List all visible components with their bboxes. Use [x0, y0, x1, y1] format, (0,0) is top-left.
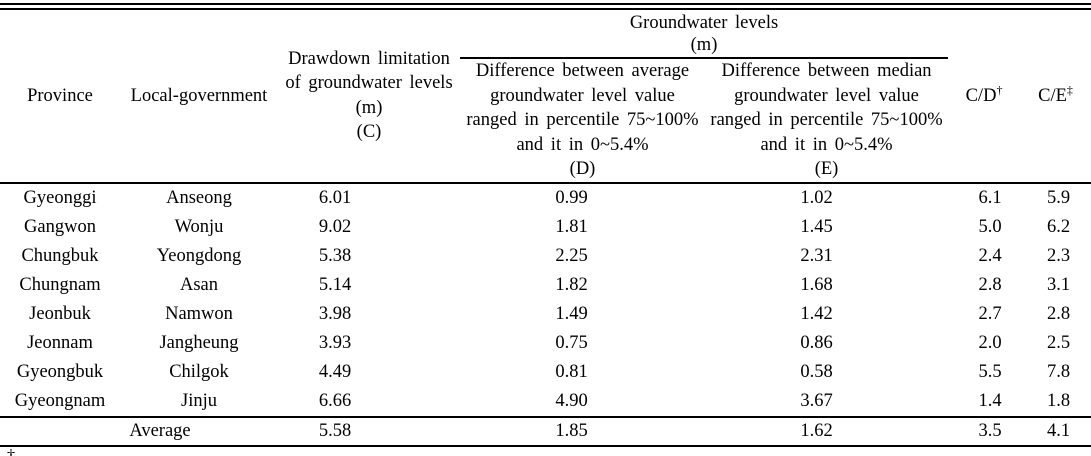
cell-ce: 1.8 [1046, 390, 1071, 411]
cell-province: Jeonnam [27, 332, 93, 353]
cell-e: 0.86 [800, 332, 833, 353]
cell-d: 4.90 [555, 390, 588, 411]
cell-e: 0.58 [800, 361, 833, 382]
header-drawdown-limitation: Drawdown limitation of groundwater level… [278, 10, 460, 184]
cell-d: 0.75 [555, 332, 588, 353]
footnote-dagger-fragment: † [7, 447, 1091, 456]
cell-c: 5.14 [318, 274, 352, 295]
cell-ce: 2.8 [1046, 303, 1071, 324]
table-row: Gangwon Wonju 9.02 1.81 1.45 5.0 6.2 [0, 213, 1091, 242]
average-ce: 4.1 [1020, 415, 1091, 447]
table-row: Jeonnam Jangheung 3.93 0.75 0.86 2.0 2.5 [0, 329, 1091, 358]
cell-cd: 1.4 [978, 390, 1002, 411]
cell-cd: 2.7 [978, 303, 1002, 324]
cell-ce: 6.2 [1046, 216, 1071, 237]
table-row: Gyeonggi Anseong 6.01 0.99 1.02 6.1 5.9 [0, 183, 1091, 213]
header-cd-label: C/D [965, 85, 997, 106]
cell-province: Chungnam [19, 274, 101, 295]
cell-c: 6.01 [318, 187, 352, 208]
cell-d: 0.81 [555, 361, 588, 382]
cell-local-government: Yeongdong [156, 245, 242, 266]
average-label: Average [0, 415, 278, 447]
dagger-icon: † [996, 82, 1003, 97]
table-row: Chungbuk Yeongdong 5.38 2.25 2.31 2.4 2.… [0, 242, 1091, 271]
cell-ce: 2.3 [1046, 245, 1071, 266]
dagger-icon: † [7, 446, 15, 456]
cell-ce: 7.8 [1046, 361, 1071, 382]
cell-e: 1.68 [800, 274, 833, 295]
cell-d: 1.49 [555, 303, 588, 324]
cell-cd: 6.1 [978, 187, 1002, 208]
cell-local-government: Jinju [181, 390, 217, 411]
table-top-double-rule [0, 3, 1091, 10]
header-province: Province [0, 10, 120, 184]
cell-e: 2.31 [800, 245, 833, 266]
header-groundwater-levels-group: Groundwater levels (m) [460, 10, 949, 59]
cell-e: 1.02 [800, 187, 833, 208]
cell-e: 3.67 [800, 390, 833, 411]
cell-local-government: Wonju [174, 216, 224, 237]
average-row: Average 5.58 1.85 1.62 3.5 4.1 [0, 415, 1091, 447]
cell-ce: 2.5 [1046, 332, 1071, 353]
table-body: Gyeonggi Anseong 6.01 0.99 1.02 6.1 5.9 … [0, 183, 1091, 447]
double-dagger-icon: ‡ [1066, 82, 1073, 97]
cell-local-government: Jangheung [159, 332, 239, 353]
average-d: 1.85 [460, 415, 705, 447]
groundwater-levels-table: Province Local-government Drawdown limit… [0, 10, 1091, 447]
cell-c: 3.93 [318, 332, 352, 353]
cell-e: 1.42 [800, 303, 833, 324]
cell-cd: 2.0 [978, 332, 1002, 353]
header-diff-median: Difference between median groundwater le… [705, 58, 949, 184]
cell-c: 9.02 [318, 216, 352, 237]
header-row-sub: Difference between average groundwater l… [0, 58, 1091, 184]
header-row-top: Province Local-government Drawdown limit… [0, 10, 1091, 184]
cell-province: Jeonbuk [29, 303, 91, 324]
cell-province: Gyeongbuk [16, 361, 104, 382]
header-ce-ratio: C/E‡ [1020, 10, 1091, 184]
table-row: Gyeongbuk Chilgok 4.49 0.81 0.58 5.5 7.8 [0, 358, 1091, 387]
cell-cd: 2.4 [978, 245, 1002, 266]
cell-cd: 2.8 [978, 274, 1002, 295]
cell-cd: 5.0 [978, 216, 1002, 237]
cell-d: 1.82 [555, 274, 588, 295]
table-row: Jeonbuk Namwon 3.98 1.49 1.42 2.7 2.8 [0, 300, 1091, 329]
cell-ce: 5.9 [1046, 187, 1071, 208]
cell-local-government: Asan [179, 274, 219, 295]
average-c: 5.58 [278, 415, 460, 447]
cell-ce: 3.1 [1046, 274, 1071, 295]
cell-c: 3.98 [318, 303, 352, 324]
cell-province: Gyeonggi [23, 187, 97, 208]
cell-d: 2.25 [555, 245, 588, 266]
cell-d: 0.99 [555, 187, 588, 208]
cell-d: 1.81 [555, 216, 588, 237]
cell-local-government: Chilgok [169, 361, 229, 382]
cell-province: Gangwon [24, 216, 96, 237]
cell-c: 5.38 [318, 245, 352, 266]
cell-province: Chungbuk [21, 245, 99, 266]
header-diff-average: Difference between average groundwater l… [460, 58, 705, 184]
average-e: 1.62 [705, 415, 949, 447]
header-local-government: Local-government [120, 10, 278, 184]
cell-local-government: Anseong [166, 187, 232, 208]
table-header: Province Local-government Drawdown limit… [0, 10, 1091, 184]
header-cd-ratio: C/D† [948, 10, 1021, 184]
cell-local-government: Namwon [165, 303, 233, 324]
cell-e: 1.45 [800, 216, 833, 237]
header-ce-label: C/E [1038, 85, 1067, 106]
cell-c: 6.66 [318, 390, 352, 411]
cell-cd: 5.5 [978, 361, 1002, 382]
average-cd: 3.5 [948, 415, 1021, 447]
cell-province: Gyeongnam [14, 390, 106, 411]
table-row: Chungnam Asan 5.14 1.82 1.68 2.8 3.1 [0, 271, 1091, 300]
cell-c: 4.49 [318, 361, 352, 382]
table-row: Gyeongnam Jinju 6.66 4.90 3.67 1.4 1.8 [0, 387, 1091, 417]
